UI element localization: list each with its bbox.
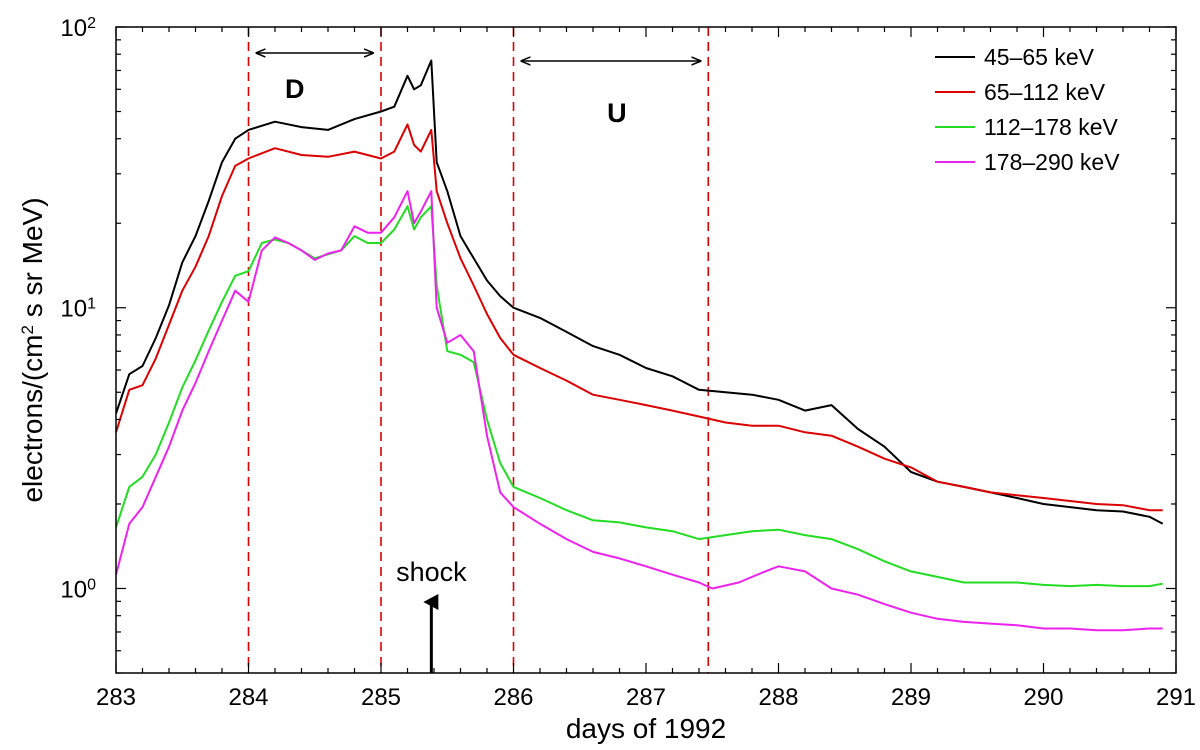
legend-label: 112–178 keV bbox=[984, 114, 1119, 140]
y-tick-label: 101 bbox=[60, 295, 96, 323]
x-tick-label: 283 bbox=[96, 684, 136, 711]
y-tick-label: 100 bbox=[60, 576, 96, 604]
legend-label: 65–112 keV bbox=[984, 79, 1106, 105]
legend-label: 178–290 keV bbox=[984, 149, 1120, 175]
axis-ticks bbox=[115, 26, 1177, 674]
legend: 45–65 keV 65–112 keV 112–178 keV 178–290 ke… bbox=[935, 44, 1120, 175]
shock-annotation: shock bbox=[396, 557, 467, 673]
x-tick-label: 285 bbox=[361, 684, 401, 711]
shock-label: shock bbox=[396, 557, 467, 587]
x-tick-label: 284 bbox=[228, 684, 268, 711]
x-tick-label: 289 bbox=[891, 684, 931, 711]
interval-annotations: DU bbox=[257, 53, 701, 128]
x-tick-label: 287 bbox=[626, 684, 666, 711]
y-axis-title-superscript: 2 bbox=[18, 325, 37, 334]
x-axis-title: days of 1992 bbox=[566, 713, 726, 744]
interval-label: D bbox=[285, 74, 305, 104]
x-tick-label: 288 bbox=[758, 684, 798, 711]
y-tick-label: 102 bbox=[60, 15, 96, 43]
series-line bbox=[115, 205, 1163, 588]
series-line bbox=[115, 123, 1163, 512]
legend-label: 45–65 keV bbox=[984, 44, 1095, 70]
y-axis-title-main: electrons/(cm bbox=[17, 334, 48, 502]
x-tick-label: 286 bbox=[493, 684, 533, 711]
interval-label: U bbox=[607, 98, 627, 128]
series-line bbox=[115, 190, 1163, 632]
axis-tick-labels: 283 284 285 286 287 288 289 290 291 100 101 102 bbox=[60, 15, 1196, 712]
x-tick-label: 290 bbox=[1023, 684, 1063, 711]
interval-dashed-lines bbox=[247, 27, 710, 673]
x-tick-label: 291 bbox=[1156, 684, 1196, 711]
y-axis-title: electrons/(cm2 s sr MeV) bbox=[17, 197, 48, 502]
series-layer bbox=[115, 59, 1164, 632]
y-axis-title-tail: s sr MeV) bbox=[17, 197, 48, 325]
